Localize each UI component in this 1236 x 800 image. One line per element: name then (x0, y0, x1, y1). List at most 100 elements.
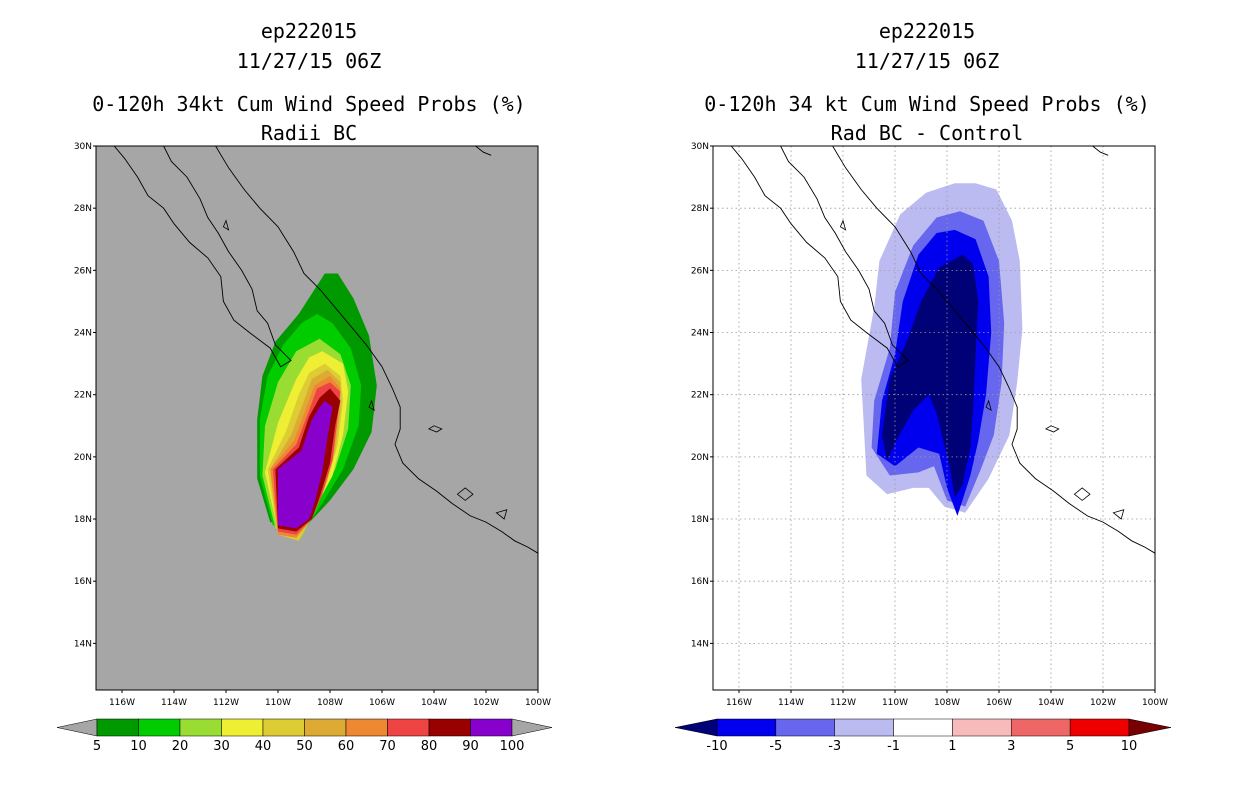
panel-2-colorbar-right-arrow (1128, 718, 1172, 737)
panel-1-island-0 (456, 487, 474, 501)
panel-1-colorbar-left-arrow (56, 718, 98, 737)
panel-2-island-3 (839, 219, 847, 231)
panel-2-xtick-label-4: 108W (934, 698, 960, 708)
panel-1-colorbar-swatch-2 (179, 718, 222, 737)
panel-1-xtick-label-2: 112W (213, 698, 239, 708)
panel-2-xtick-label-6: 104W (1038, 698, 1064, 708)
panel-1-xtick-label-4: 108W (317, 698, 343, 708)
panel-1-coastline-1 (215, 146, 538, 554)
panel-1-xtick-label-1: 114W (161, 698, 187, 708)
panel-2-colorbar: -10 -5 -3 -1 1 3 5 10 (674, 718, 1172, 754)
panel-2-xtick-label-8: 100W (1142, 698, 1168, 708)
panel-2-ytick-label-3: 24N (691, 329, 709, 339)
panel-1-map-area (113, 146, 538, 554)
panel-1: ep222015 11/27/15 06Z 0-120h 34kt Cum Wind… (56, 19, 553, 754)
panel-1-xtick-label-8: 100W (525, 698, 551, 708)
panel-2-island-0 (1073, 487, 1091, 501)
panel-1-colorbar-label-6: 60 (338, 739, 355, 754)
panel-2-coastline-0 (730, 146, 909, 368)
panel-1-island-4 (495, 509, 508, 520)
panel-1-colorbar-label-1: 10 (130, 739, 147, 754)
panel-1-xtick-label-7: 102W (473, 698, 499, 708)
panel-2-map-area (713, 146, 1155, 690)
panel-1-colorbar-swatch-9 (470, 718, 513, 737)
panel-2-colorbar-swatch-1 (775, 718, 835, 737)
panel-2-colorbar-swatch-4 (952, 718, 1012, 737)
panel-1-colorbar-right-arrow (511, 718, 553, 737)
panel-1-ytick-label-3: 24N (74, 329, 92, 339)
panel-2-colorbar-swatch-3 (893, 718, 953, 737)
panel-2-colorbar-label-2: -3 (828, 739, 841, 754)
panel-2-title-line-3: 0-120h 34 kt Cum Wind Speed Probs (%) (704, 92, 1150, 116)
panel-2-island-4 (1112, 509, 1125, 520)
panel-1-ytick-label-1: 28N (74, 204, 92, 214)
panel-1-colorbar-label-8: 80 (421, 739, 438, 754)
panel-1-title-line-2: 11/27/15 06Z (237, 49, 382, 73)
panel-1-coastline-0 (113, 146, 292, 368)
panel-2-colorbar-label-0: -10 (706, 739, 727, 754)
panel-2-coastline-1 (832, 146, 1155, 554)
panel-1-colorbar-label-9: 90 (462, 739, 479, 754)
panel-1-colorbar-label-4: 40 (255, 739, 272, 754)
panel-1-island-2 (368, 399, 375, 412)
panel-1-title-line-1: ep222015 (261, 19, 357, 43)
panel-2-colorbar-label-4: 1 (948, 739, 956, 754)
panel-2-island-2 (985, 399, 992, 412)
panel-2-xtick-label-1: 114W (778, 698, 804, 708)
panel-1-colorbar-swatch-3 (221, 718, 264, 737)
panel-2-island-1 (1044, 425, 1060, 433)
panel-2-ytick-label-5: 20N (691, 453, 709, 463)
panel-2-colorbar-swatch-5 (1011, 718, 1071, 737)
panel-2-title-line-1: ep222015 (879, 19, 975, 43)
panel-1-colorbar-label-10: 100 (500, 739, 525, 754)
panel-1-frame (95, 145, 539, 691)
panel-1-ytick-label-6: 18N (74, 515, 92, 525)
panel-1-ytick-label-2: 26N (74, 266, 92, 276)
panel-2-ytick-label-1: 28N (691, 204, 709, 214)
panel-1-colorbar-swatch-5 (304, 718, 347, 737)
panel-1-colorbar-label-0: 5 (93, 739, 101, 754)
panel-2-colorbar-label-6: 5 (1066, 739, 1074, 754)
panel-1-island-3 (222, 219, 230, 231)
panel-2: ep222015 11/27/15 06Z 0-120h 34 kt Cum Win… (674, 19, 1172, 754)
panel-2-ytick-label-8: 14N (691, 639, 709, 649)
panel-1-colorbar-label-7: 70 (379, 739, 396, 754)
panel-2-ytick-label-7: 16N (691, 577, 709, 587)
panel-2-title-line-4: Rad BC - Control (831, 121, 1024, 145)
panel-2-colorbar-label-3: -1 (887, 739, 900, 754)
panel-2-colorbar-swatch-6 (1069, 718, 1130, 737)
panel-1-ytick-label-0: 30N (74, 142, 92, 152)
panel-2-colorbar-label-1: -5 (769, 739, 782, 754)
panel-2-colorbar-label-5: 3 (1007, 739, 1015, 754)
panel-1-ytick-label-4: 22N (74, 391, 92, 401)
panel-1-colorbar: 5 10 20 30 40 50 60 70 80 90 100 (56, 718, 553, 754)
panel-1-colorbar-swatch-1 (138, 718, 181, 737)
panel-1-xtick-label-6: 104W (421, 698, 447, 708)
panel-1-colorbar-swatch-7 (387, 718, 430, 737)
panel-1-colorbar-swatch-6 (345, 718, 388, 737)
panel-1-ytick-label-5: 20N (74, 453, 92, 463)
panel-2-xtick-label-3: 110W (882, 698, 908, 708)
panel-1-coastline-2 (475, 146, 492, 156)
panel-1-colorbar-swatch-8 (428, 718, 471, 737)
panel-2-ytick-label-4: 22N (691, 391, 709, 401)
panel-1-colorbar-swatch-4 (262, 718, 305, 737)
panel-1-xtick-label-3: 110W (265, 698, 291, 708)
panel-2-colorbar-label-7: 10 (1121, 739, 1138, 754)
panel-1-xtick-label-0: 116W (109, 698, 135, 708)
panel-1-title-line-3: 0-120h 34kt Cum Wind Speed Probs (%) (92, 92, 525, 116)
panel-1-island-1 (427, 425, 443, 433)
panel-2-ytick-label-2: 26N (691, 266, 709, 276)
panel-1-contour-90 (278, 400, 333, 529)
panel-2-xtick-label-0: 116W (726, 698, 752, 708)
panel-1-colorbar-label-3: 30 (213, 739, 230, 754)
panel-2-contour-neg10 (882, 254, 979, 498)
panel-1-title-line-4: Radii BC (261, 121, 357, 145)
panel-2-frame (712, 145, 1156, 691)
panel-2-title-line-2: 11/27/15 06Z (855, 49, 1000, 73)
panel-2-xtick-label-5: 106W (986, 698, 1012, 708)
panel-2-colorbar-swatch-2 (834, 718, 894, 737)
panel-2-colorbar-left-arrow (674, 718, 718, 737)
panel-1-colorbar-label-5: 50 (296, 739, 313, 754)
